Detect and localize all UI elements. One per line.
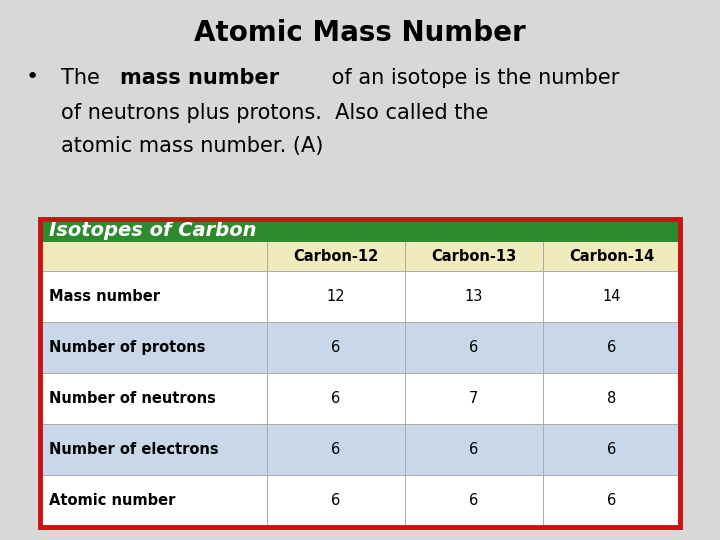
Bar	[40, 242, 680, 271]
Text: Atomic number: Atomic number	[49, 494, 176, 509]
Text: Number of electrons: Number of electrons	[49, 442, 219, 457]
Bar	[40, 373, 680, 424]
Bar	[40, 322, 680, 373]
Text: Carbon-13: Carbon-13	[431, 249, 516, 264]
Text: 6: 6	[607, 340, 616, 355]
Text: Number of neutrons: Number of neutrons	[49, 392, 216, 406]
Text: 13: 13	[464, 289, 483, 304]
Text: •: •	[25, 68, 38, 87]
Text: Atomic Mass Number: Atomic Mass Number	[194, 19, 526, 47]
Bar	[40, 219, 680, 526]
Text: 6: 6	[469, 340, 478, 355]
Bar	[40, 424, 680, 475]
Text: Carbon-12: Carbon-12	[293, 249, 379, 264]
Bar	[40, 271, 680, 322]
Text: 6: 6	[331, 392, 341, 406]
Text: 6: 6	[469, 494, 478, 509]
Bar	[40, 475, 680, 526]
Text: 12: 12	[327, 289, 346, 304]
Bar	[40, 219, 680, 242]
Text: of an isotope is the number: of an isotope is the number	[325, 68, 620, 87]
Text: The: The	[61, 68, 107, 87]
Text: 14: 14	[602, 289, 621, 304]
Text: Mass number: Mass number	[49, 289, 160, 304]
Text: 6: 6	[331, 494, 341, 509]
Text: 6: 6	[469, 442, 478, 457]
Text: Carbon-14: Carbon-14	[569, 249, 654, 264]
Text: of neutrons plus protons.  Also called the: of neutrons plus protons. Also called th…	[61, 103, 489, 123]
Text: Isotopes of Carbon: Isotopes of Carbon	[49, 221, 256, 240]
Bar	[40, 219, 680, 526]
Text: mass number: mass number	[120, 68, 279, 87]
Text: 6: 6	[331, 340, 341, 355]
Text: atomic mass number. (A): atomic mass number. (A)	[61, 136, 323, 156]
Text: 6: 6	[331, 442, 341, 457]
Text: 6: 6	[607, 494, 616, 509]
Text: 8: 8	[607, 392, 616, 406]
Text: Number of protons: Number of protons	[49, 340, 205, 355]
Text: 6: 6	[607, 442, 616, 457]
Text: 7: 7	[469, 392, 478, 406]
